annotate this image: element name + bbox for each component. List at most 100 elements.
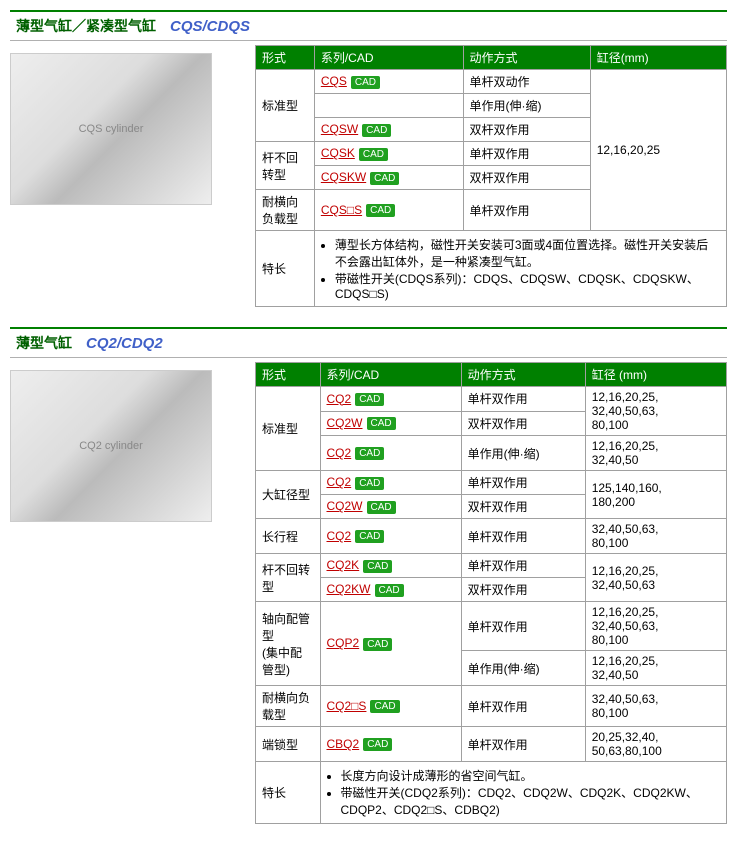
- series-cell: [314, 94, 463, 118]
- cad-badge[interactable]: CAD: [366, 204, 395, 217]
- cad-badge[interactable]: CAD: [370, 172, 399, 185]
- action-cell: 单杆双作用: [461, 727, 585, 762]
- table-row: 长行程CQ2CAD单杆双作用32,40,50,63,80,100: [256, 519, 727, 554]
- series-link[interactable]: CQ2: [327, 529, 352, 543]
- title-en: CQ2/CDQ2: [86, 335, 163, 352]
- series-cell: CQ2W CAD: [320, 411, 461, 436]
- action-cell: 单杆双作用: [461, 686, 585, 727]
- series-link[interactable]: CQ2: [327, 446, 352, 460]
- action-cell: 双杆双作用: [463, 166, 590, 190]
- cad-badge[interactable]: CAD: [362, 124, 391, 137]
- table-row: 标准型CQSCAD单杆双动作12,16,20,25: [256, 70, 727, 94]
- series-link[interactable]: CQ2K: [327, 558, 360, 572]
- action-cell: 单杆双作用: [463, 190, 590, 231]
- feature-item: 薄型长方体结构，磁性开关安装可3面或4面位置选择。磁性开关安装后不会露出缸体外，…: [335, 236, 720, 270]
- action-cell: 单杆双作用: [461, 602, 585, 651]
- cad-badge[interactable]: CAD: [355, 447, 384, 460]
- feature-item: 长度方向设计成薄形的省空间气缸。: [341, 767, 721, 784]
- table-header: 缸径(mm): [590, 46, 726, 70]
- table-row: 耐横向负载型CQ2□SCAD单杆双作用32,40,50,63,80,100: [256, 686, 727, 727]
- form-cell: 耐横向负载型: [256, 190, 315, 231]
- action-cell: 双杆双作用: [461, 578, 585, 602]
- series-link[interactable]: CQS: [321, 74, 347, 88]
- cad-badge[interactable]: CAD: [355, 477, 384, 490]
- form-cell: 标准型: [256, 387, 321, 471]
- series-link[interactable]: CQ2: [327, 392, 352, 406]
- bore-cell: 12,16,20,25: [590, 70, 726, 231]
- bore-cell: 20,25,32,40,50,63,80,100: [585, 727, 726, 762]
- features-row: 特长薄型长方体结构，磁性开关安装可3面或4面位置选择。磁性开关安装后不会露出缸体…: [256, 231, 727, 307]
- series-cell: CQ2KCAD: [320, 554, 461, 578]
- series-cell: CQ2KW CAD: [320, 578, 461, 602]
- series-cell: CBQ2CAD: [320, 727, 461, 762]
- cad-badge[interactable]: CAD: [367, 501, 396, 514]
- section-title: 薄型气缸CQ2/CDQ2: [10, 327, 727, 358]
- series-link[interactable]: CQ2□S: [327, 699, 367, 713]
- product-image: CQ2 cylinder: [10, 370, 212, 522]
- series-cell: CQ2CAD: [320, 387, 461, 412]
- cad-badge[interactable]: CAD: [375, 584, 404, 597]
- feature-item: 带磁性开关(CDQ2系列)：CDQ2、CDQ2W、CDQ2K、CDQ2KW、CD…: [341, 784, 721, 818]
- series-cell: CQP2CAD: [320, 602, 461, 686]
- action-cell: 单杆双作用: [461, 519, 585, 554]
- table-row: 端锁型CBQ2CAD单杆双作用20,25,32,40,50,63,80,100: [256, 727, 727, 762]
- table-header: 动作方式: [461, 363, 585, 387]
- cad-badge[interactable]: CAD: [370, 700, 399, 713]
- cad-badge[interactable]: CAD: [363, 560, 392, 573]
- series-link[interactable]: CQ2KW: [327, 582, 371, 596]
- bore-cell: 12,16,20,25,32,40,50: [585, 651, 726, 686]
- series-link[interactable]: CQSK: [321, 146, 355, 160]
- series-cell: CQ2CAD: [320, 519, 461, 554]
- action-cell: 双杆双作用: [461, 411, 585, 436]
- features-row: 特长 长度方向设计成薄形的省空间气缸。带磁性开关(CDQ2系列)：CDQ2、CDQ…: [256, 762, 727, 824]
- series-link[interactable]: CQ2: [327, 475, 352, 489]
- bore-cell: 32,40,50,63,80,100: [585, 686, 726, 727]
- features-label: 特长: [256, 231, 315, 307]
- action-cell: 单作用(伸·缩): [461, 436, 585, 471]
- table-header: 缸径 (mm): [585, 363, 726, 387]
- series-cell: CQS□S CAD: [314, 190, 463, 231]
- product-image: CQS cylinder: [10, 53, 212, 205]
- series-link[interactable]: CQSW: [321, 122, 358, 136]
- action-cell: 双杆双作用: [461, 495, 585, 519]
- table-row: 标准型CQ2CAD单杆双作用12,16,20,25,32,40,50,63,80…: [256, 387, 727, 412]
- form-cell: 轴向配管型(集中配管型): [256, 602, 321, 686]
- series-link[interactable]: CQ2W: [327, 499, 363, 513]
- action-cell: 单杆双作用: [461, 387, 585, 412]
- table-header: 形式: [256, 363, 321, 387]
- cad-badge[interactable]: CAD: [355, 530, 384, 543]
- cad-badge[interactable]: CAD: [351, 76, 380, 89]
- table-header: 系列/CAD: [314, 46, 463, 70]
- series-link[interactable]: CBQ2: [327, 737, 360, 751]
- cad-badge[interactable]: CAD: [363, 638, 392, 651]
- table-row: CQ2CAD单作用(伸·缩)12,16,20,25,32,40,50: [256, 436, 727, 471]
- spec-table: 形式系列/CAD动作方式缸径 (mm)标准型CQ2CAD单杆双作用12,16,2…: [255, 362, 727, 824]
- section-title: 薄型气缸／紧凑型气缸 CQS/CDQS: [10, 10, 727, 41]
- series-cell: CQ2W CAD: [320, 495, 461, 519]
- series-cell: CQSKW CAD: [314, 166, 463, 190]
- action-cell: 双杆双作用: [463, 118, 590, 142]
- cad-badge[interactable]: CAD: [367, 417, 396, 430]
- features-cell: 薄型长方体结构，磁性开关安装可3面或4面位置选择。磁性开关安装后不会露出缸体外，…: [314, 231, 726, 307]
- table-header: 形式: [256, 46, 315, 70]
- series-link[interactable]: CQS□S: [321, 203, 362, 217]
- cad-badge[interactable]: CAD: [359, 148, 388, 161]
- title-en: CQS/CDQS: [170, 18, 250, 35]
- features-label: 特长: [256, 762, 321, 824]
- series-link[interactable]: CQSKW: [321, 170, 366, 184]
- spec-table: 形式系列/CAD动作方式缸径(mm)标准型CQSCAD单杆双动作12,16,20…: [255, 45, 727, 307]
- bore-cell: 125,140,160,180,200: [585, 471, 726, 519]
- series-link[interactable]: CQ2W: [327, 416, 363, 430]
- cad-badge[interactable]: CAD: [363, 738, 392, 751]
- series-link[interactable]: CQP2: [327, 636, 360, 650]
- table-header: 动作方式: [463, 46, 590, 70]
- product-section: 薄型气缸CQ2/CDQ2CQ2 cylinder形式系列/CAD动作方式缸径 (…: [10, 327, 727, 824]
- table-row: 轴向配管型(集中配管型)CQP2CAD单杆双作用12,16,20,25,32,4…: [256, 602, 727, 651]
- title-cn: 薄型气缸／紧凑型气缸: [16, 18, 156, 34]
- table-row: 杆不回转型CQ2KCAD单杆双作用12,16,20,25,32,40,50,63: [256, 554, 727, 578]
- series-cell: CQS CAD: [314, 70, 463, 94]
- form-cell: 长行程: [256, 519, 321, 554]
- cad-badge[interactable]: CAD: [355, 393, 384, 406]
- table-row: 大缸径型CQ2CAD单杆双作用125,140,160,180,200: [256, 471, 727, 495]
- action-cell: 单作用(伸·缩): [461, 651, 585, 686]
